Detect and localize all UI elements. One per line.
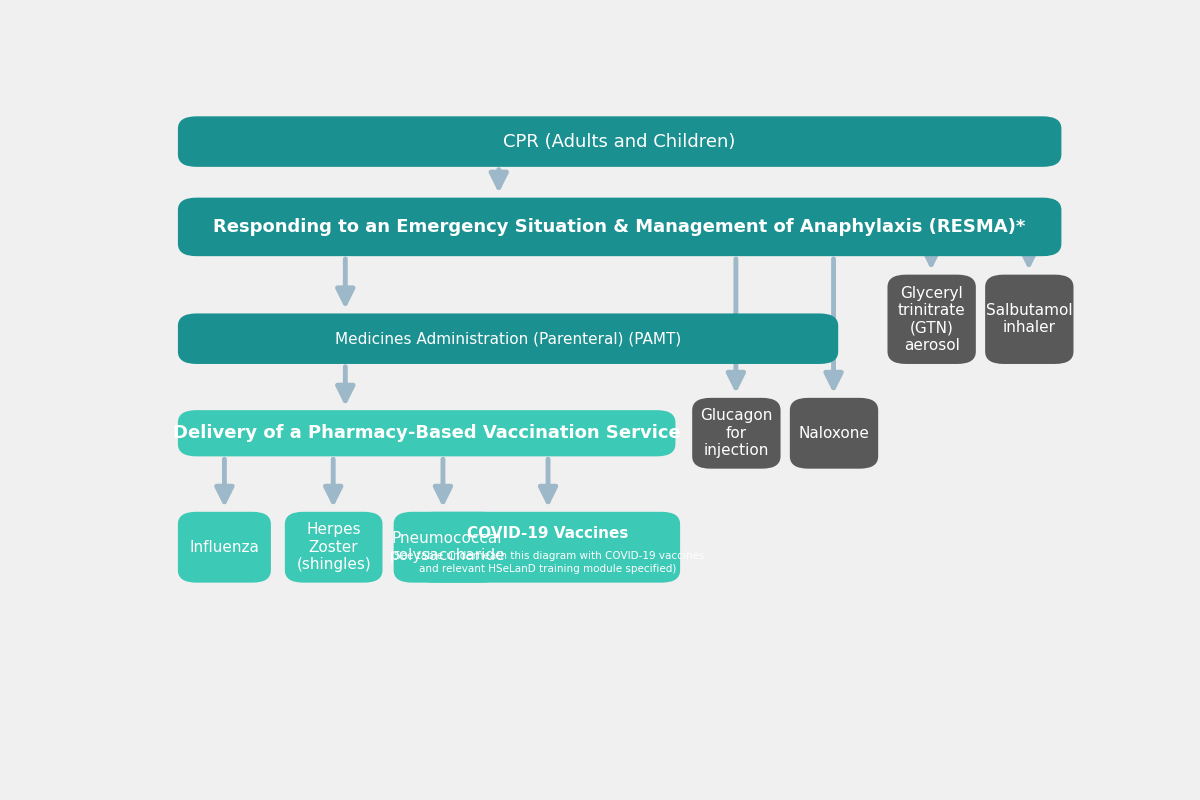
FancyBboxPatch shape	[985, 274, 1074, 364]
Text: Herpes
Zoster
(shingles): Herpes Zoster (shingles)	[296, 522, 371, 572]
Text: COVID-19 Vaccines: COVID-19 Vaccines	[467, 526, 629, 541]
FancyBboxPatch shape	[178, 512, 271, 582]
FancyBboxPatch shape	[394, 512, 500, 582]
Text: Influenza: Influenza	[190, 540, 259, 554]
Text: Salbutamol
inhaler: Salbutamol inhaler	[986, 303, 1073, 335]
FancyBboxPatch shape	[415, 512, 680, 582]
FancyBboxPatch shape	[178, 116, 1062, 167]
Text: CPR (Adults and Children): CPR (Adults and Children)	[504, 133, 736, 150]
FancyBboxPatch shape	[178, 314, 839, 364]
FancyBboxPatch shape	[178, 198, 1062, 256]
FancyBboxPatch shape	[790, 398, 878, 469]
Text: Medicines Administration (Parenteral) (PAMT): Medicines Administration (Parenteral) (P…	[335, 331, 682, 346]
Text: Pneumococcal
polysaccharide: Pneumococcal polysaccharide	[389, 531, 505, 563]
Text: Responding to an Emergency Situation & Management of Anaphylaxis (RESMA)*: Responding to an Emergency Situation & M…	[214, 218, 1026, 236]
Text: Glucagon
for
injection: Glucagon for injection	[700, 408, 773, 458]
Text: Delivery of a Pharmacy-Based Vaccination Service: Delivery of a Pharmacy-Based Vaccination…	[173, 424, 680, 442]
FancyBboxPatch shape	[178, 410, 676, 456]
FancyBboxPatch shape	[692, 398, 780, 469]
Text: Glyceryl
trinitrate
(GTN)
aerosol: Glyceryl trinitrate (GTN) aerosol	[898, 286, 966, 353]
Text: (See table underneath this diagram with COVID-19 vaccines
and relevant HSeLanD t: (See table underneath this diagram with …	[390, 551, 704, 574]
FancyBboxPatch shape	[284, 512, 383, 582]
FancyBboxPatch shape	[888, 274, 976, 364]
Text: Naloxone: Naloxone	[798, 426, 870, 441]
